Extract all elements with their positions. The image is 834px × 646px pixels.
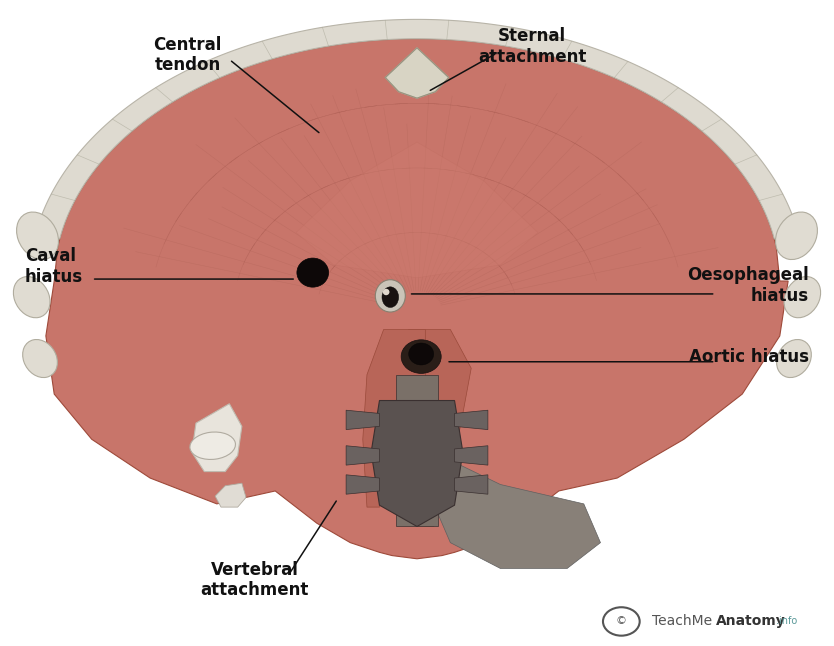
Text: .info: .info <box>776 616 796 627</box>
Ellipse shape <box>190 432 235 459</box>
Text: Anatomy: Anatomy <box>716 614 786 629</box>
Text: Caval
hiatus: Caval hiatus <box>25 247 83 286</box>
Polygon shape <box>396 375 438 526</box>
Polygon shape <box>346 446 379 465</box>
Ellipse shape <box>409 343 434 365</box>
Text: Vertebral
attachment: Vertebral attachment <box>200 561 309 599</box>
Text: TeachMe: TeachMe <box>652 614 712 629</box>
Ellipse shape <box>382 287 399 307</box>
Ellipse shape <box>776 212 817 260</box>
Ellipse shape <box>297 258 329 287</box>
Polygon shape <box>409 329 471 526</box>
Ellipse shape <box>383 289 389 295</box>
Polygon shape <box>434 452 600 568</box>
Ellipse shape <box>13 276 50 318</box>
Ellipse shape <box>401 340 441 373</box>
Polygon shape <box>455 410 488 430</box>
Ellipse shape <box>776 340 811 377</box>
Text: Oesophageal
hiatus: Oesophageal hiatus <box>687 266 809 305</box>
Polygon shape <box>455 446 488 465</box>
Ellipse shape <box>17 212 58 260</box>
Polygon shape <box>192 404 242 472</box>
Polygon shape <box>363 329 425 507</box>
Polygon shape <box>371 401 463 526</box>
Ellipse shape <box>784 276 821 318</box>
Ellipse shape <box>23 340 58 377</box>
Polygon shape <box>215 483 246 507</box>
Polygon shape <box>455 475 488 494</box>
Polygon shape <box>346 475 379 494</box>
Polygon shape <box>296 142 538 278</box>
Text: ©: © <box>615 616 627 627</box>
Text: Central
tendon: Central tendon <box>153 36 222 74</box>
Polygon shape <box>46 39 788 559</box>
Polygon shape <box>346 410 379 430</box>
Ellipse shape <box>375 280 405 312</box>
Polygon shape <box>35 19 799 239</box>
Polygon shape <box>385 48 449 98</box>
Text: Aortic hiatus: Aortic hiatus <box>689 348 809 366</box>
Text: Sternal
attachment: Sternal attachment <box>478 27 586 66</box>
